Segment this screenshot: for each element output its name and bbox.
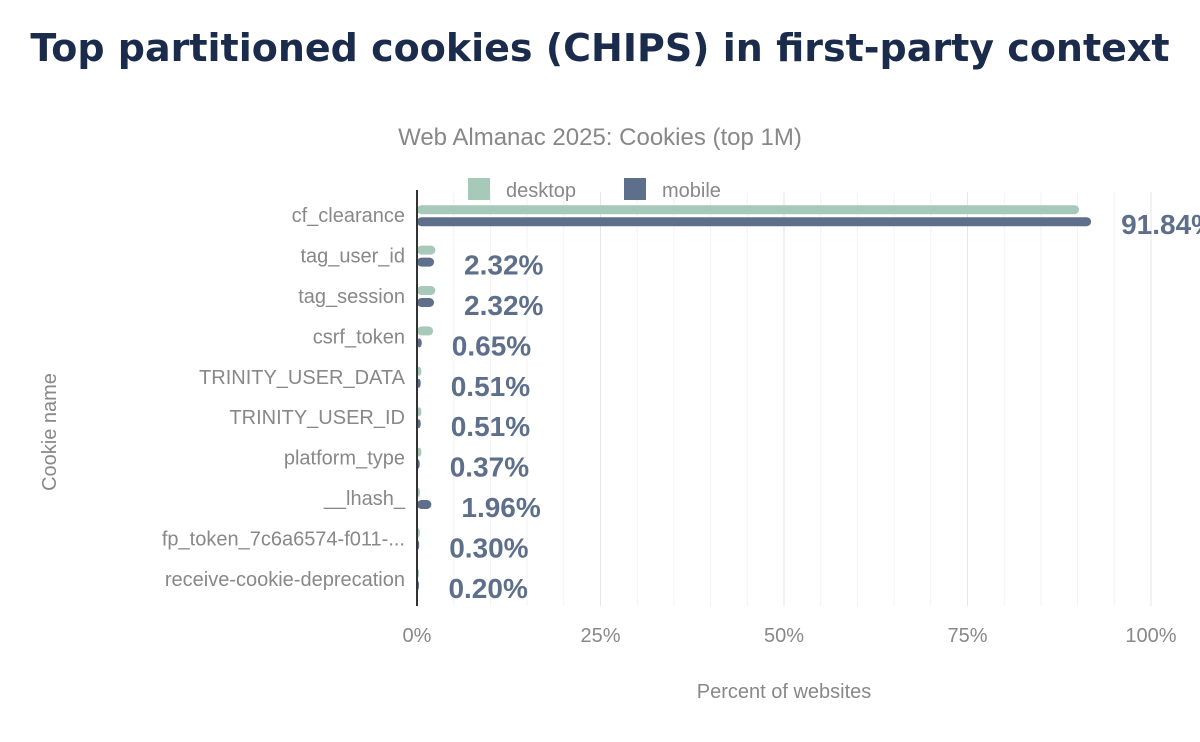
x-tick-label: 0% xyxy=(403,625,432,647)
legend-label-mobile: mobile xyxy=(662,180,721,202)
bar-desktop xyxy=(417,326,434,336)
legend-swatch-mobile xyxy=(624,178,646,200)
bar-desktop xyxy=(417,245,436,255)
data-label: 2.32% xyxy=(464,290,543,321)
data-label: 0.30% xyxy=(449,532,528,563)
x-tick-label: 75% xyxy=(947,625,987,647)
x-tick-label: 100% xyxy=(1125,625,1176,647)
y-tick-label: __lhash_ xyxy=(323,488,406,510)
chart-subtitle: Web Almanac 2025: Cookies (top 1M) xyxy=(398,124,802,151)
y-tick-label: tag_user_id xyxy=(300,246,405,268)
data-label: 0.51% xyxy=(451,371,530,402)
bar-mobile xyxy=(417,338,422,348)
bar-desktop xyxy=(417,286,436,295)
x-tick-label: 50% xyxy=(764,625,804,647)
bar-desktop xyxy=(417,447,422,457)
x-axis-label: Percent of websites xyxy=(697,681,872,703)
y-tick-label: csrf_token xyxy=(313,326,405,348)
data-label: 91.84% xyxy=(1121,209,1200,240)
y-tick-label: cf_clearance xyxy=(292,205,405,227)
chart-title: Top partitioned cookies (CHIPS) in first… xyxy=(30,26,1170,70)
y-tick-label: receive-cookie-deprecation xyxy=(165,569,405,591)
legend-label-desktop: desktop xyxy=(506,180,576,202)
x-tick-label: 25% xyxy=(580,625,620,647)
bar-mobile xyxy=(417,257,435,267)
y-tick-label: fp_token_7c6a6574-f011-... xyxy=(162,528,405,550)
legend-swatch-desktop xyxy=(468,178,490,200)
y-axis-label: Cookie name xyxy=(39,373,61,491)
data-label: 2.32% xyxy=(464,250,543,281)
data-label: 1.96% xyxy=(461,492,540,523)
data-label: 0.65% xyxy=(452,330,531,361)
bar-mobile xyxy=(417,217,1092,227)
data-label: 0.51% xyxy=(451,411,530,442)
bar-mobile xyxy=(417,298,435,307)
data-label: 0.37% xyxy=(450,452,529,483)
bar-mobile xyxy=(417,500,432,509)
y-tick-label: tag_session xyxy=(298,286,405,308)
bar-desktop xyxy=(417,366,422,376)
bar-desktop xyxy=(417,407,422,417)
bar-desktop xyxy=(417,205,1080,215)
y-tick-label: TRINITY_USER_ID xyxy=(229,407,405,429)
y-tick-label: TRINITY_USER_DATA xyxy=(199,367,406,389)
data-label: 0.20% xyxy=(448,573,527,604)
y-tick-label: platform_type xyxy=(284,448,405,470)
